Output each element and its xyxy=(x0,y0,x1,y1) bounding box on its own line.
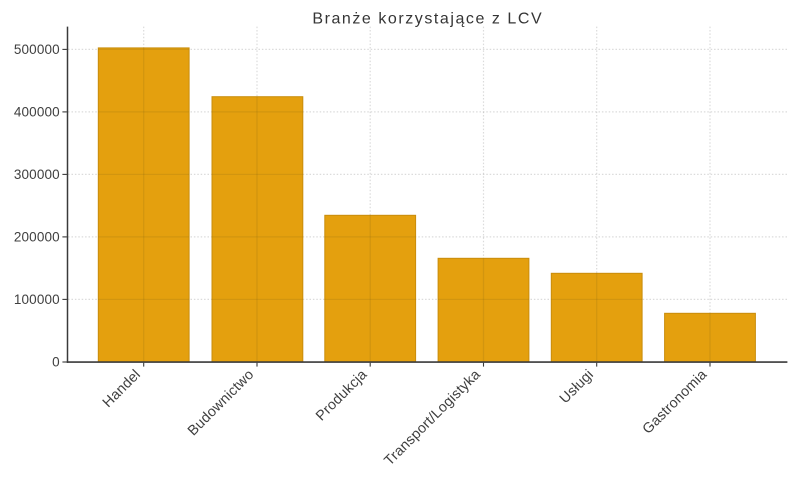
svg-text:Usługi: Usługi xyxy=(557,367,597,407)
svg-text:Transport/Logistyka: Transport/Logistyka xyxy=(381,367,483,469)
svg-text:100000: 100000 xyxy=(14,292,60,307)
svg-text:200000: 200000 xyxy=(14,230,60,245)
svg-text:Branże korzystające z LCV: Branże korzystające z LCV xyxy=(312,10,543,27)
svg-text:Gastronomia: Gastronomia xyxy=(640,367,711,438)
svg-text:400000: 400000 xyxy=(14,105,60,120)
svg-text:Produkcja: Produkcja xyxy=(313,367,371,425)
svg-text:0: 0 xyxy=(52,355,60,370)
svg-text:300000: 300000 xyxy=(14,167,60,182)
svg-text:Budownictwo: Budownictwo xyxy=(185,367,257,439)
svg-text:Handel: Handel xyxy=(100,367,144,411)
svg-text:500000: 500000 xyxy=(14,42,60,57)
